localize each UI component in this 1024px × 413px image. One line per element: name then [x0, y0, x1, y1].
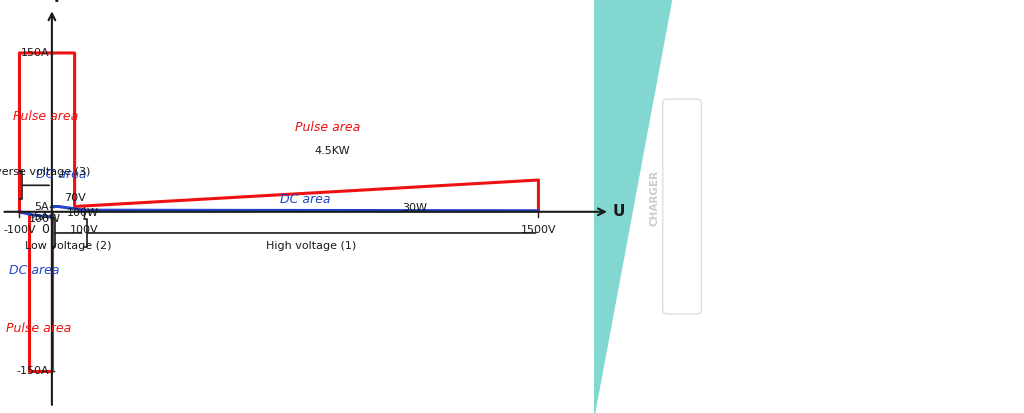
- Text: 70V: 70V: [63, 193, 85, 203]
- Text: 5A: 5A: [35, 202, 49, 211]
- Text: High voltage (1): High voltage (1): [266, 242, 356, 252]
- Text: CHARGER: CHARGER: [649, 170, 659, 226]
- Text: 4.5KW: 4.5KW: [314, 147, 350, 157]
- Text: DC area: DC area: [280, 192, 330, 206]
- Polygon shape: [594, 0, 672, 413]
- Text: 30W: 30W: [402, 203, 427, 213]
- Text: 0: 0: [41, 223, 49, 237]
- Text: -100V: -100V: [3, 225, 36, 235]
- Text: 150A: 150A: [20, 48, 49, 58]
- Text: I: I: [53, 0, 59, 5]
- Text: 100W: 100W: [67, 208, 98, 218]
- Text: Pulse area: Pulse area: [295, 121, 360, 133]
- Text: 100V: 100V: [70, 225, 98, 235]
- Text: -150A: -150A: [16, 366, 49, 376]
- Text: Reverse voltage (3): Reverse voltage (3): [0, 167, 90, 177]
- Text: DC area: DC area: [37, 168, 87, 181]
- Text: DC area: DC area: [9, 263, 59, 277]
- Text: -5A: -5A: [31, 212, 49, 222]
- Text: Pulse area: Pulse area: [6, 322, 72, 335]
- Text: Pulse area: Pulse area: [12, 110, 78, 123]
- Text: Low voltage (2): Low voltage (2): [25, 242, 112, 252]
- Text: U: U: [613, 204, 626, 219]
- Text: 1500V: 1500V: [520, 225, 556, 235]
- FancyBboxPatch shape: [663, 99, 701, 314]
- Text: 100W: 100W: [29, 214, 60, 224]
